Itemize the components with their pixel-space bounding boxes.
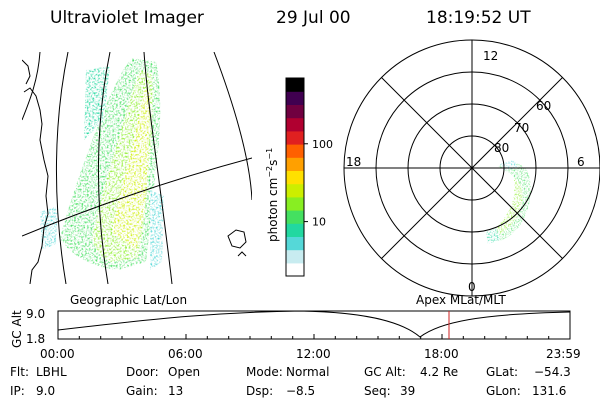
gain-value: 13	[168, 384, 184, 398]
dsp-label: Dsp:	[246, 384, 274, 398]
colorbar-gradient	[286, 78, 304, 277]
time-label-2359: 23:59	[546, 347, 581, 361]
mlt-label-0: 0	[468, 280, 476, 294]
colorbar-swatch	[286, 262, 304, 277]
gc-alt-value: 4.2 Re	[420, 365, 459, 379]
geographic-map	[22, 52, 252, 284]
glat-value: −54.3	[534, 365, 571, 379]
mlt-label-18: 18	[346, 155, 361, 169]
aurora-image-polar	[486, 160, 531, 244]
seq-label: Seq:	[364, 384, 391, 398]
altitude-min-label: 1.8	[26, 332, 45, 346]
glon-value: 131.6	[532, 384, 567, 398]
time-ticks	[57, 334, 571, 339]
colorbar-swatch	[286, 223, 304, 237]
altitude-max-label: 9.0	[26, 307, 45, 321]
colorbar-tick-label: 10	[312, 216, 326, 229]
door-value: Open	[168, 365, 201, 379]
colorbar-swatch	[286, 117, 304, 132]
colorbar-frame	[285, 77, 305, 277]
mlt-label-6: 6	[577, 155, 585, 169]
image-time: 18:19:52 UT	[426, 8, 531, 28]
lat-label-60: 60	[536, 99, 551, 113]
colorbar-swatch	[286, 91, 304, 105]
colorbar-swatch	[286, 196, 304, 211]
colorbar-tick-label: 100	[312, 138, 333, 151]
time-label-0000: 00:00	[40, 347, 75, 361]
altitude-curve	[57, 310, 571, 338]
colorbar: 100 10 photon cm−2s−1	[265, 77, 333, 277]
instrument-title: Ultraviolet Imager	[50, 8, 204, 28]
colorbar-swatch	[286, 130, 304, 145]
time-label-1200: 12:00	[296, 347, 331, 361]
colorbar-ticks: 100 10	[304, 138, 333, 229]
mode-label: Mode:	[246, 365, 283, 379]
polar-grid	[343, 39, 600, 297]
colorbar-label: photon cm−2s−1	[265, 148, 280, 242]
colorbar-swatch	[286, 170, 304, 185]
time-label-1800: 18:00	[424, 347, 459, 361]
glat-label: GLat:	[486, 365, 519, 379]
colorbar-swatch	[286, 236, 304, 251]
mode-value: Normal	[286, 365, 330, 379]
colorbar-swatch	[286, 210, 304, 224]
ip-label: IP:	[10, 384, 25, 398]
colorbar-swatch	[286, 157, 304, 171]
aurora-image-geographic	[40, 58, 164, 270]
colorbar-swatch	[286, 183, 304, 198]
altitude-axis-label: GC Alt	[10, 310, 24, 348]
lat-label-80: 80	[494, 141, 509, 155]
image-date: 29 Jul 00	[276, 8, 351, 28]
altitude-strip: GC Alt 9.0 1.8	[10, 307, 571, 348]
polar-plot: 12 18 6 0 60 70 80	[343, 39, 600, 297]
colorbar-swatch	[286, 144, 304, 158]
gain-label: Gain:	[126, 384, 158, 398]
time-label-0600: 06:00	[168, 347, 203, 361]
geo-grid	[22, 52, 252, 284]
ip-value: 9.0	[36, 384, 56, 398]
colorbar-swatch	[286, 78, 304, 92]
lat-label-70: 70	[514, 121, 529, 135]
coastlines	[22, 59, 247, 284]
colorbar-swatch	[286, 249, 304, 264]
apex-panel-title: Apex MLat/MLT	[416, 293, 506, 307]
mlt-label-12: 12	[483, 49, 498, 63]
gc-alt-label: GC Alt:	[364, 365, 406, 379]
filter-value: LBHL	[36, 365, 67, 379]
dsp-value: −8.5	[286, 384, 316, 398]
colorbar-swatch	[286, 104, 304, 119]
glon-label: GLon:	[486, 384, 521, 398]
door-label: Door:	[126, 365, 159, 379]
filter-label: Flt:	[10, 365, 29, 379]
geographic-panel-title: Geographic Lat/Lon	[70, 293, 188, 307]
seq-value: 39	[400, 384, 416, 398]
